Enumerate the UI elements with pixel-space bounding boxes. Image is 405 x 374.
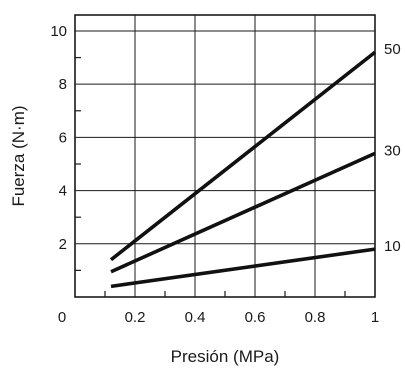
series-labels: 50 30 10 [384,41,401,255]
x-tick-label: 0.2 [125,309,146,326]
plot-frame [74,14,376,298]
x-tick-label: 0.8 [305,309,326,326]
series-line-30 [110,151,376,274]
y-tick-label: 6 [59,129,67,146]
minor-ticks [75,56,346,297]
x-tick-label: 0.4 [185,309,206,326]
y-tick-label: 8 [59,76,67,93]
series-lines [109,50,377,289]
y-tick-labels: 2 4 6 8 10 [50,23,67,253]
x-tick-label: 1 [371,309,379,326]
grid [75,15,375,297]
y-tick-label: 4 [59,183,67,200]
series-line-10 [110,247,376,289]
x-tick-label: 0.6 [245,309,266,326]
y-axis-title: Fuerza (N·m) [9,105,28,206]
y-tick-label: 10 [50,23,67,40]
x-axis-title: Presión (MPa) [171,347,280,366]
series-label-10: 10 [384,238,401,255]
y-tick-label: 2 [59,236,67,253]
series-line-50 [109,50,377,262]
series-label-30: 30 [384,142,401,159]
series-label-50: 50 [384,41,401,58]
x-tick-labels: 0 0.2 0.4 0.6 0.8 1 [58,309,379,326]
x-tick-label: 0 [58,309,66,326]
